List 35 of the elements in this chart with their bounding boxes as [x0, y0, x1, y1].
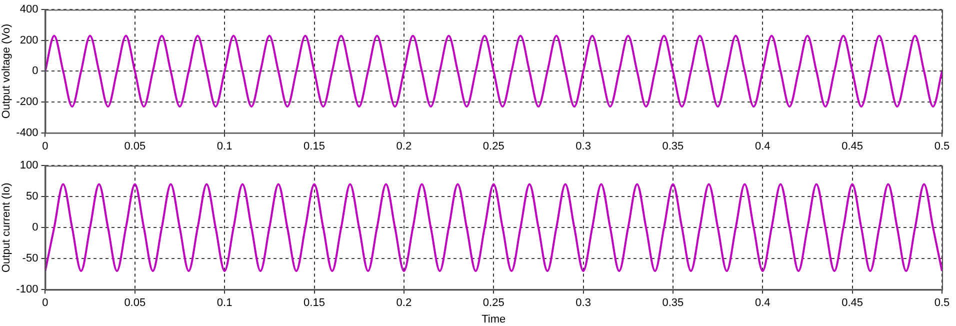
x-tick-label: 0.2 [396, 297, 412, 310]
x-tick-label: 0.5 [934, 140, 950, 152]
y-axis-title: Output voltage (Vo) [0, 24, 13, 119]
x-tick-label: 0 [42, 297, 48, 310]
y-tick-label: 400 [20, 4, 38, 16]
x-axis-title: Time [482, 313, 506, 326]
x-tick-label: 0.4 [754, 140, 770, 152]
x-tick-label: 0.05 [124, 140, 146, 152]
x-tick-label: 0.45 [842, 297, 864, 310]
x-tick-label: 0.1 [216, 140, 232, 152]
x-tick-label: 0.1 [216, 297, 232, 310]
y-tick-label: -200 [16, 96, 38, 108]
x-tick-label: 0.15 [304, 140, 325, 152]
x-tick-label: 0.4 [754, 297, 770, 310]
y-tick-label: -50 [22, 252, 38, 265]
x-tick-label: 0.05 [124, 297, 146, 310]
x-tick-label: 0.3 [576, 140, 591, 152]
y-tick-label: -400 [16, 126, 38, 139]
x-tick-label: 0.15 [304, 297, 325, 310]
x-tick-label: 0.45 [842, 140, 864, 152]
x-tick-label: 0.2 [396, 140, 412, 152]
y-tick-label: 0 [32, 65, 38, 78]
x-tick-label: 0.35 [662, 297, 684, 310]
y-tick-label: 200 [20, 34, 38, 46]
x-tick-label: 0 [42, 140, 48, 152]
x-tick-label: 0.35 [662, 140, 684, 152]
y-tick-label: 100 [20, 160, 38, 172]
x-tick-label: 0.5 [934, 297, 950, 310]
y-tick-label: 0 [32, 222, 38, 234]
y-tick-label: -100 [16, 284, 38, 296]
x-tick-label: 0.3 [576, 297, 591, 310]
x-tick-label: 0.25 [482, 140, 504, 152]
y-tick-label: 50 [26, 190, 38, 203]
x-tick-label: 0.25 [482, 297, 504, 310]
y-axis-title: Output current (Io) [0, 182, 13, 273]
